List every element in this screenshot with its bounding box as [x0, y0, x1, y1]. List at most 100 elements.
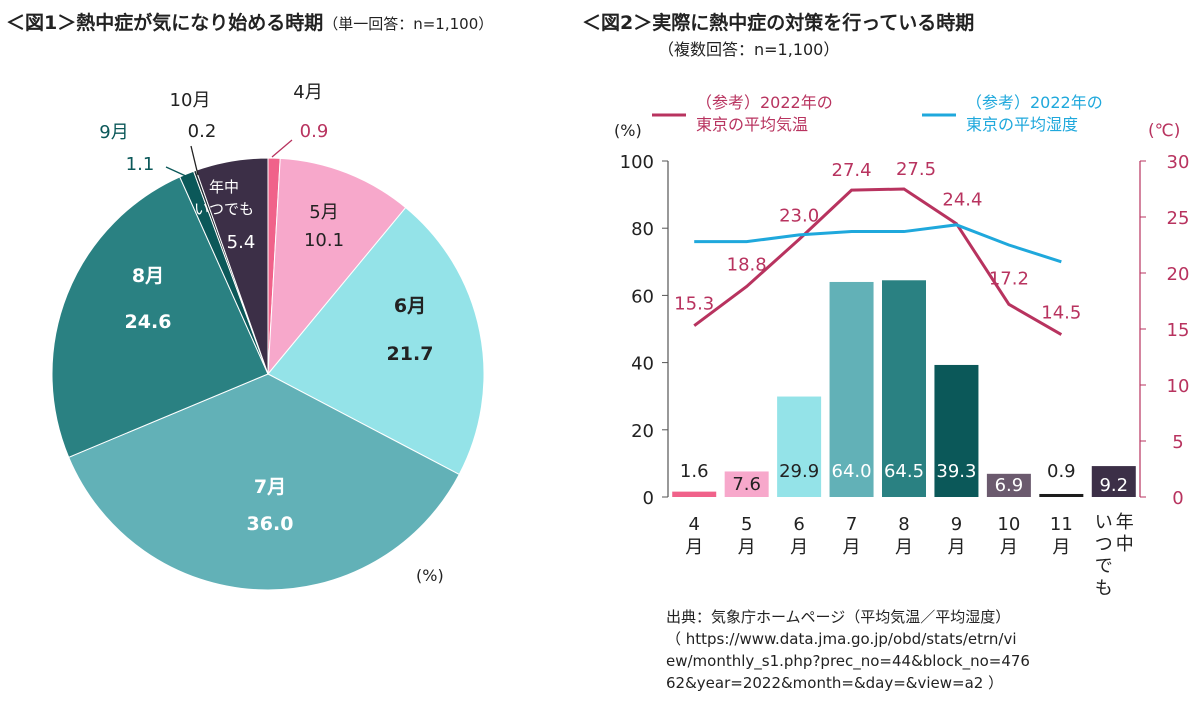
- pie-value-label: 1.1: [126, 154, 155, 175]
- source-note: 出典：気象庁ホームページ（平均気温／平均湿度） （ https://www.da…: [666, 606, 1030, 694]
- bar-1: [724, 471, 769, 497]
- left-tick-label: 40: [631, 354, 654, 375]
- left-axis-unit: (%): [614, 121, 642, 140]
- bar-value-label: 64.5: [884, 461, 924, 482]
- pie-subtitle: （単一回答：n=1,100）: [323, 15, 494, 33]
- pie-leader-line: [271, 139, 293, 158]
- pie-label: いつでも: [194, 200, 254, 218]
- bar-subtitle: （複数回答：n=1,100）: [658, 40, 840, 59]
- category-label-char: も: [1095, 578, 1113, 599]
- category-label-char: 年: [1116, 512, 1134, 533]
- bar-6: [986, 473, 1031, 497]
- bar-5: [934, 364, 979, 497]
- source-line: ew/monthly_s1.php?prec_no=44&block_no=47…: [666, 652, 1030, 670]
- pie-label: 6月: [394, 295, 426, 317]
- pie-label: 4月: [293, 82, 322, 103]
- right-tick-label: 25: [1167, 208, 1190, 229]
- pie-slice-2: [267, 206, 485, 476]
- bar-value-label: 6.9: [995, 475, 1024, 496]
- pie-value-label: 24.6: [125, 311, 172, 333]
- bar-3: [829, 281, 874, 497]
- left-tick-label: 60: [631, 286, 654, 307]
- pie-title: ＜図1＞熱中症が気になり始める時期（単一回答：n=1,100）: [6, 12, 494, 34]
- category-label: 月: [738, 537, 756, 558]
- bar-value-label: 1.6: [680, 461, 709, 482]
- right-tick-label: 20: [1167, 264, 1190, 285]
- temperature-point-label: 18.8: [727, 254, 767, 275]
- legend-label: （参考）2022年の: [696, 93, 833, 112]
- category-label: 8: [898, 514, 909, 535]
- right-tick-label: 15: [1167, 320, 1190, 341]
- temperature-point-label: 17.2: [989, 268, 1029, 289]
- pie-label: 7月: [254, 476, 286, 498]
- pie-value-label: 5.4: [227, 232, 256, 253]
- source-line: 62&year=2022&month=&day=&view=a2 ）: [666, 674, 1004, 692]
- category-label-char: で: [1095, 556, 1113, 577]
- bar-value-label: 7.6: [732, 474, 761, 495]
- temperature-point-label: 27.4: [832, 160, 872, 181]
- temperature-point-label: 15.3: [674, 294, 714, 315]
- right-axis-unit: (℃): [1148, 121, 1180, 141]
- pie-label: 年中: [209, 178, 239, 196]
- pie-value-label: 0.9: [300, 121, 329, 142]
- pie-slice-3: [68, 373, 460, 591]
- bar-7: [1039, 493, 1084, 497]
- bar-2: [777, 396, 822, 497]
- temperature-point-label: 14.5: [1041, 303, 1081, 324]
- bar-value-label: 29.9: [779, 461, 819, 482]
- category-label: 月: [685, 537, 703, 558]
- category-label: 6: [793, 514, 804, 535]
- right-tick-label: 5: [1172, 432, 1183, 453]
- category-label: 9: [951, 514, 962, 535]
- bar-4: [882, 280, 926, 497]
- right-tick-label: 0: [1172, 488, 1183, 509]
- category-label: 10: [997, 514, 1020, 535]
- bar-value-label: 39.3: [936, 461, 976, 482]
- pie-label: 8月: [132, 265, 164, 287]
- temperature-line: [693, 187, 1063, 336]
- pie-unit: (%): [416, 566, 444, 585]
- pie-value-label: 0.2: [188, 121, 217, 142]
- pie-label: 5月: [309, 202, 338, 223]
- category-label: 月: [843, 537, 861, 558]
- temperature-point-label: 23.0: [779, 205, 819, 226]
- pie-value-label: 21.7: [387, 343, 434, 365]
- temperature-point-label: 27.5: [896, 159, 936, 180]
- pie-value-label: 36.0: [247, 513, 294, 535]
- left-tick-label: 20: [631, 421, 654, 442]
- category-label-char: 中: [1116, 534, 1134, 555]
- category-label: 7: [846, 514, 857, 535]
- category-label: 4: [688, 514, 699, 535]
- right-tick-label: 10: [1167, 376, 1190, 397]
- legend-label: 東京の平均湿度: [966, 115, 1078, 134]
- category-label-char: つ: [1095, 534, 1113, 555]
- category-label: 月: [947, 537, 965, 558]
- bar-0: [672, 491, 717, 497]
- temperature-point-label: 24.4: [942, 190, 982, 211]
- pie-value-label: 10.1: [304, 230, 344, 251]
- bar-value-label: 0.9: [1047, 461, 1076, 482]
- right-tick-label: 30: [1167, 152, 1190, 173]
- pie-leader-line: [190, 145, 199, 176]
- left-tick-label: 80: [631, 219, 654, 240]
- pie-label: 10月: [170, 90, 211, 111]
- category-label: 5: [741, 514, 752, 535]
- pie-slice-7: [195, 157, 269, 375]
- legend-label: 東京の平均気温: [696, 115, 808, 134]
- pie-leader-line: [165, 166, 189, 178]
- left-tick-label: 100: [620, 152, 654, 173]
- pie-label: 9月: [99, 122, 128, 143]
- category-label: 月: [790, 537, 808, 558]
- bar-value-label: 9.2: [1099, 475, 1128, 496]
- bar-title: ＜図2＞実際に熱中症の対策を行っている時期: [582, 12, 975, 34]
- humidity-line: [694, 223, 1062, 264]
- left-tick-label: 0: [643, 488, 654, 509]
- category-label-char: い: [1095, 512, 1113, 533]
- bar-8: [1091, 466, 1136, 497]
- category-label: 月: [1000, 537, 1018, 558]
- pie-slice-4: [51, 176, 269, 458]
- category-label: 月: [1052, 537, 1070, 558]
- source-line: 出典：気象庁ホームページ（平均気温／平均湿度）: [666, 608, 1011, 626]
- bar-value-label: 64.0: [832, 461, 872, 482]
